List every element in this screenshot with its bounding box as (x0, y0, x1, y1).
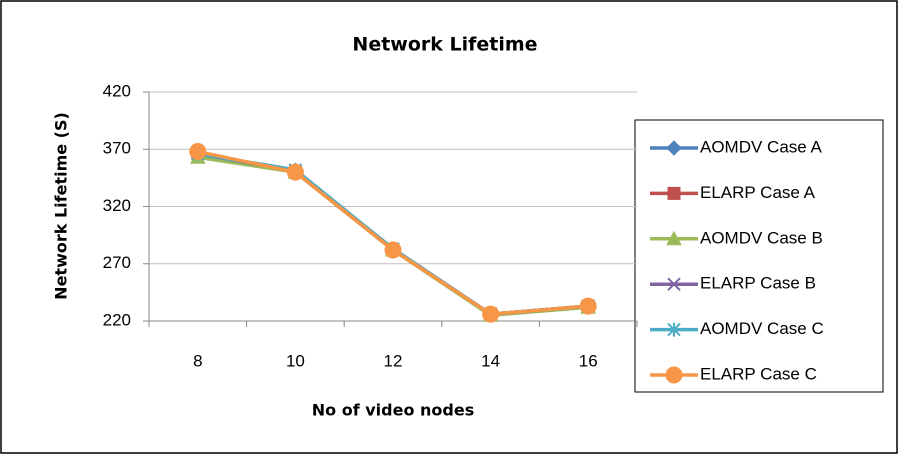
chart-title: Network Lifetime (352, 34, 537, 56)
x-tick-label: 16 (579, 351, 598, 370)
legend-label: ELARP Case C (700, 364, 817, 383)
legend-label: ELARP Case A (700, 183, 816, 202)
marker (189, 143, 207, 161)
marker (579, 297, 597, 315)
x-tick-label: 10 (286, 351, 305, 370)
legend-label: AOMDV Case A (700, 137, 823, 156)
y-tick-label: 420 (103, 81, 131, 100)
legend-label: AOMDV Case C (700, 319, 824, 338)
marker (384, 241, 402, 259)
legend-label: ELARP Case B (700, 274, 816, 293)
legend-marker (666, 230, 682, 246)
legend-marker (667, 277, 681, 291)
legend-marker (667, 322, 681, 337)
x-tick-label: 8 (193, 351, 202, 370)
legend-marker (665, 366, 683, 384)
x-tick-label: 14 (481, 351, 500, 370)
marker (482, 305, 500, 323)
legend-label: AOMDV Case B (700, 228, 823, 247)
x-tick-label: 12 (384, 351, 403, 370)
y-tick-label: 370 (103, 139, 131, 158)
x-axis-label: No of video nodes (312, 401, 474, 420)
legend-marker (666, 140, 682, 156)
legend-marker (667, 186, 681, 200)
marker (286, 163, 304, 181)
y-tick-label: 270 (103, 253, 131, 272)
legend-box (634, 119, 884, 393)
y-tick-label: 220 (103, 310, 131, 329)
y-tick-label: 320 (103, 196, 131, 215)
y-axis-label: Network Lifetime (S) (52, 112, 71, 300)
